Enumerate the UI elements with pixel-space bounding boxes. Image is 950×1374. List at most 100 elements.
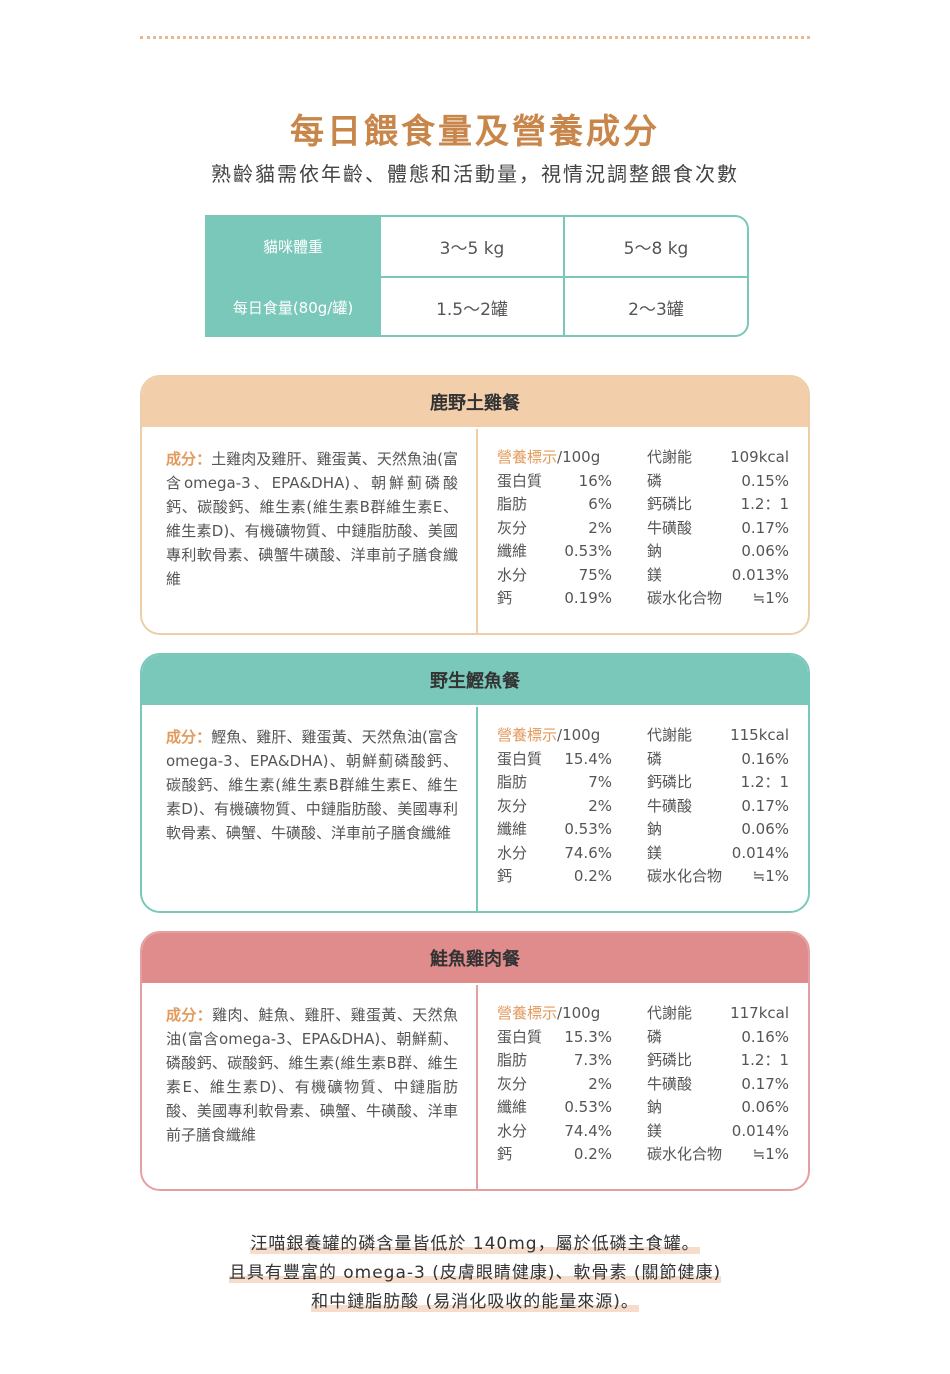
nutrient-name: 鈣磷比 [647,495,693,513]
nutrient-name: 鈉 [647,820,663,838]
nutrient-row: 鎂 0.014% [647,842,789,866]
nutrient-value: 15.3% [564,1027,612,1046]
nutrient-value: 1.2：1 [740,495,789,513]
nutrient-name: 鈣 [497,867,513,885]
product-card: 鮭魚雞肉餐成分：雞肉、鮭魚、雞肝、雞蛋黃、天然魚油(富含omega-3、EPA&… [140,931,810,1191]
nutrient-name: 牛磺酸 [647,1074,693,1093]
table-cell: 貓咪體重 [207,217,379,276]
divider [476,429,478,633]
nutrient-value: ≒1% [752,589,789,607]
nutrient-value: 0.17% [741,796,789,815]
nutrient-name: 鈣磷比 [647,1051,693,1069]
footer-line: 汪喵銀養罐的磷含量皆低於 140mg，屬於低磷主食罐。 [0,1230,950,1259]
nutrient-value: 1.2：1 [740,773,789,791]
nutrients-right: 代謝能 117kcal 磷 0.16% 鈣磷比 1.2：1 牛磺酸 0.17% 鈉 0.06% 鎂 0… [647,1002,789,1167]
nutrient-name: 碳水化合物 [647,867,723,885]
nutrient-row: 蛋白質 16% [497,470,612,494]
footer-text: 且具有豐富的 omega-3 (皮膚眼睛健康)、軟骨素 (關節健康) [228,1263,722,1283]
card-body: 成分：土雞肉及雞肝、雞蛋黃、天然魚油(富含omega-3、EPA&DHA)、朝鮮… [142,429,808,633]
nutrient-value: 2% [588,796,612,815]
nutrient-row: 鈣磷比 1.2：1 [647,1049,789,1073]
nutrient-row: 鈣 0.19% [497,587,612,611]
dotted-divider [140,36,810,39]
nutrient-value: 117kcal [730,1004,789,1022]
ingredients-text: 雞肉、鮭魚、雞肝、雞蛋黃、天然魚油(富含omega-3、EPA&DHA)、朝鮮薊… [166,1006,458,1144]
nutrient-row: 蛋白質 15.4% [497,748,612,772]
nutrient-value: 0.17% [741,1074,789,1093]
nutrition-unit: /100g [557,448,601,466]
nutrient-value: 0.53% [564,820,612,838]
nutrient-name: 鈉 [647,1098,663,1116]
nutrient-name: 鎂 [647,843,663,862]
nutrient-value: 0.15% [741,471,789,490]
ingredients-label: 成分： [166,1006,213,1024]
nutrient-value: 0.014% [731,1121,789,1140]
nutrient-value: ≒1% [752,1145,789,1163]
nutrient-value: 0.014% [731,843,789,862]
ingredients: 成分：鰹魚、雞肝、雞蛋黃、天然魚油(富含omega-3、EPA&DHA)、朝鮮薊… [166,725,458,845]
nutrient-row: 牛磺酸 0.17% [647,1073,789,1097]
card-header: 野生鰹魚餐 [142,655,808,705]
nutrient-value: 6% [588,495,612,513]
nutrient-row: 水分 74.4% [497,1120,612,1144]
nutrient-name: 水分 [497,843,528,862]
nutrient-row: 鈉 0.06% [647,540,789,564]
nutrient-value: 0.17% [741,518,789,537]
nutrients-right: 代謝能 115kcal 磷 0.16% 鈣磷比 1.2：1 牛磺酸 0.17% 鈉 0.06% 鎂 0… [647,724,789,889]
divider [476,985,478,1189]
nutrient-row: 牛磺酸 0.17% [647,517,789,541]
nutrient-value: 15.4% [564,749,612,768]
card-body: 成分：鰹魚、雞肝、雞蛋黃、天然魚油(富含omega-3、EPA&DHA)、朝鮮薊… [142,707,808,911]
nutrition-label: 營養標示 [497,1004,558,1022]
nutrient-value: 2% [588,1074,612,1093]
nutrient-row: 纖維 0.53% [497,540,612,564]
nutrient-row: 鎂 0.013% [647,564,789,588]
card-header: 鮭魚雞肉餐 [142,933,808,983]
nutrient-row: 脂肪 6% [497,493,612,517]
nutrient-name: 纖維 [497,820,528,838]
nutrient-name: 脂肪 [497,495,528,513]
footer: 汪喵銀養罐的磷含量皆低於 140mg，屬於低磷主食罐。且具有豐富的 omega-… [0,1230,950,1317]
nutrient-name: 蛋白質 [497,471,543,490]
nutrient-value: 7% [588,773,612,791]
nutrient-name: 水分 [497,1121,528,1140]
table-cell: 3～5 kg [379,217,563,276]
nutrient-name: 鈉 [647,542,663,560]
nutrient-row: 灰分 2% [497,795,612,819]
divider [476,707,478,911]
feeding-table: 貓咪體重 3～5 kg 5～8 kg 每日食量(80g/罐) 1.5～2罐 2～3罐 [205,215,749,337]
nutrient-row: 鈉 0.06% [647,1096,789,1120]
nutrient-value: 0.53% [564,542,612,560]
nutrient-name: 蛋白質 [497,749,543,768]
nutrition-header: 營養標示/100g [497,446,612,470]
nutrient-name: 灰分 [497,518,528,537]
nutrient-value: 0.06% [741,542,789,560]
nutrient-value: 0.06% [741,820,789,838]
nutrition-header: 營養標示/100g [497,1002,612,1026]
nutrient-name: 鈣磷比 [647,773,693,791]
table-cell: 每日食量(80g/罐) [207,278,379,335]
nutrient-row: 灰分 2% [497,517,612,541]
nutrient-value: 0.013% [731,565,789,584]
nutrient-row: 脂肪 7% [497,771,612,795]
nutrient-row: 纖維 0.53% [497,1096,612,1120]
nutrient-row: 鎂 0.014% [647,1120,789,1144]
nutrient-row: 水分 74.6% [497,842,612,866]
nutrition-label: 營養標示 [497,726,558,744]
nutrients-right: 代謝能 109kcal 磷 0.15% 鈣磷比 1.2：1 牛磺酸 0.17% 鈉 0.06% 鎂 0… [647,446,789,611]
nutrient-name: 纖維 [497,542,528,560]
nutrient-value: 0.2% [573,1145,612,1163]
nutrient-row: 蛋白質 15.3% [497,1026,612,1050]
nutrient-row: 磷 0.16% [647,1026,789,1050]
nutrition-unit: /100g [557,726,601,744]
nutrient-name: 碳水化合物 [647,1145,723,1163]
nutrient-name: 纖維 [497,1098,528,1116]
nutrient-row: 碳水化合物 ≒1% [647,1143,789,1167]
nutrient-value: ≒1% [752,867,789,885]
nutrient-value: 0.2% [573,867,612,885]
nutrient-name: 鈣 [497,589,513,607]
nutrient-name: 鈣 [497,1145,513,1163]
nutrient-row: 碳水化合物 ≒1% [647,865,789,889]
nutrient-row: 鈣磷比 1.2：1 [647,771,789,795]
